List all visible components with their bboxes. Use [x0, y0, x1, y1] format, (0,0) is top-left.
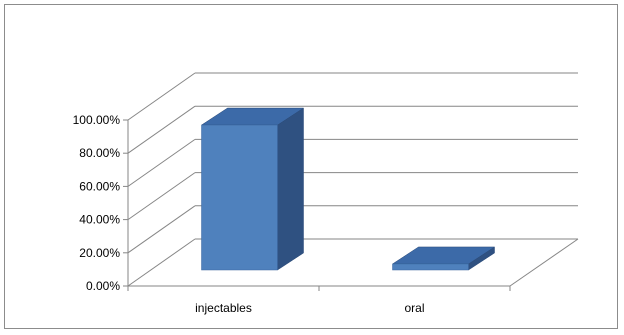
gridline-depth-0: [127, 238, 196, 287]
bars: [200, 107, 496, 271]
gridlines: [127, 72, 579, 287]
bar-front-injectables: [201, 124, 278, 271]
y-tick-label-4: 80.00%: [79, 146, 120, 160]
gridline-depth-5: [127, 72, 196, 121]
y-tick-label-2: 40.00%: [79, 213, 120, 227]
gridline-depth-2: [127, 172, 196, 221]
labels: 0.00% 20.00% 40.00% 60.00% 80.00% 100.00% inje…: [73, 113, 425, 315]
x-category-label-injectables: injectables: [195, 301, 252, 315]
x-category-label-oral: oral: [404, 301, 424, 315]
bar-injectables: [200, 107, 305, 271]
axes: [123, 119, 511, 291]
y-tick-label-1: 20.00%: [79, 246, 120, 260]
gridline-depth-1: [127, 205, 196, 254]
y-tick-label-5: 100.00%: [73, 113, 121, 127]
chart-frame: [4, 4, 618, 329]
bar-oral: [391, 246, 496, 271]
bar-side-injectables: [277, 107, 304, 271]
bar-front-oral: [392, 263, 469, 271]
y-tick-label-0: 0.00%: [86, 279, 120, 293]
floor-right-edge: [509, 238, 579, 287]
y-tick-label-3: 60.00%: [79, 179, 120, 193]
gridline-depth-3: [127, 138, 196, 187]
gridline-depth-4: [127, 105, 196, 154]
